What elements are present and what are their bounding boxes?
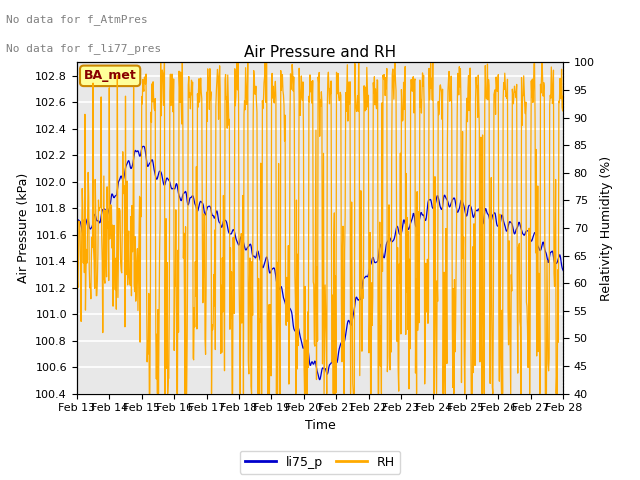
Title: Air Pressure and RH: Air Pressure and RH: [244, 45, 396, 60]
X-axis label: Time: Time: [305, 419, 335, 432]
Y-axis label: Relativity Humidity (%): Relativity Humidity (%): [600, 156, 613, 300]
Text: BA_met: BA_met: [84, 69, 136, 83]
Y-axis label: Air Pressure (kPa): Air Pressure (kPa): [17, 173, 29, 283]
Text: No data for f_li77_pres: No data for f_li77_pres: [6, 43, 162, 54]
Legend: li75_p, RH: li75_p, RH: [240, 451, 400, 474]
Text: No data for f_AtmPres: No data for f_AtmPres: [6, 14, 148, 25]
